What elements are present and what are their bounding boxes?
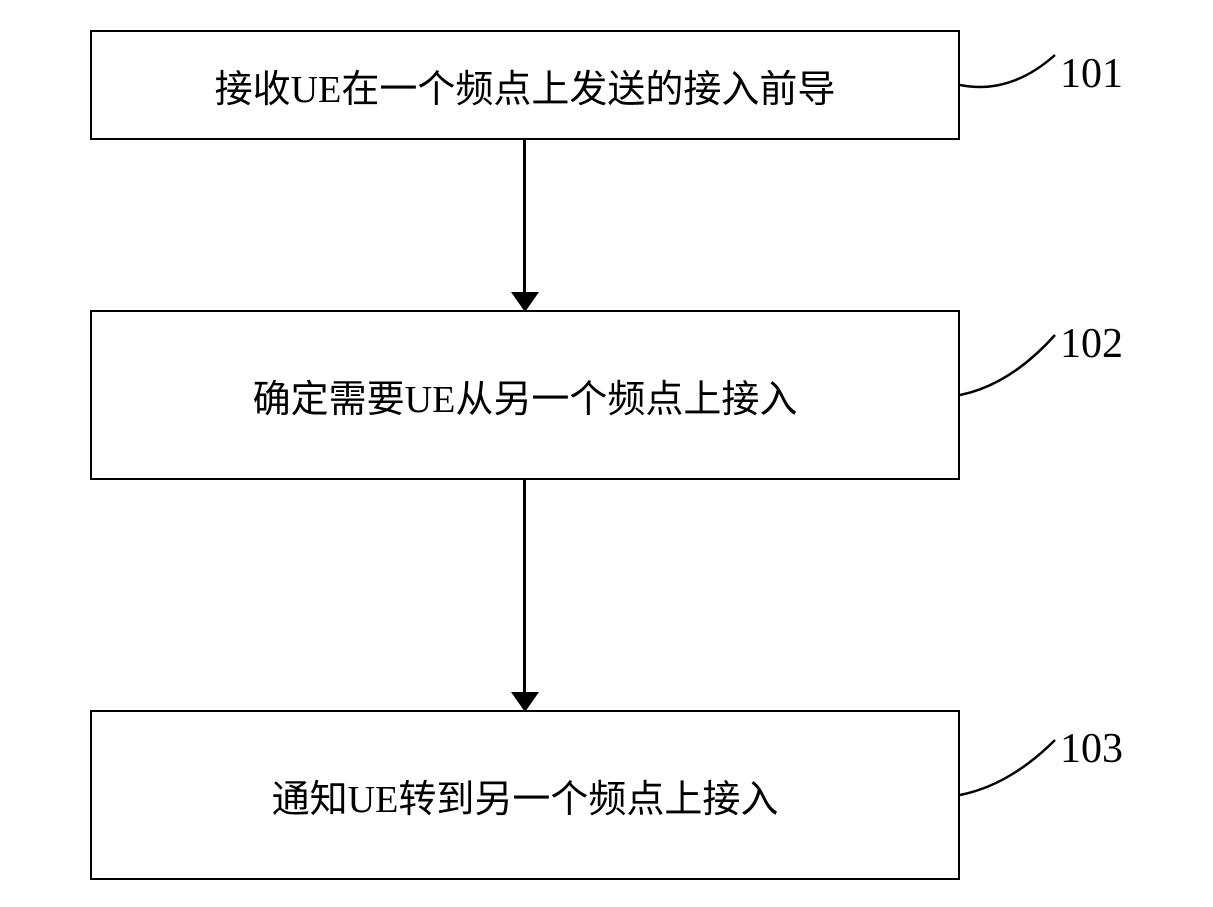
connector-3	[960, 730, 1060, 810]
flow-box-2-text: 确定需要UE从另一个频点上接入	[253, 368, 798, 423]
arrow-1-head	[511, 292, 539, 312]
connector-2	[960, 325, 1060, 405]
flow-box-3: 通知UE转到另一个频点上接入	[90, 710, 960, 880]
arrow-1-line	[523, 140, 526, 296]
flow-box-3-label: 103	[1060, 725, 1123, 773]
flow-box-2-label: 102	[1060, 320, 1123, 368]
flow-box-1-text: 接收UE在一个频点上发送的接入前导	[215, 58, 836, 113]
flow-box-3-text: 通知UE转到另一个频点上接入	[272, 768, 779, 823]
connector-1	[960, 50, 1060, 100]
flow-box-1: 接收UE在一个频点上发送的接入前导	[90, 30, 960, 140]
arrow-2-head	[511, 692, 539, 712]
arrow-2-line	[523, 480, 526, 696]
flow-box-1-label: 101	[1060, 50, 1123, 98]
flow-box-2: 确定需要UE从另一个频点上接入	[90, 310, 960, 480]
